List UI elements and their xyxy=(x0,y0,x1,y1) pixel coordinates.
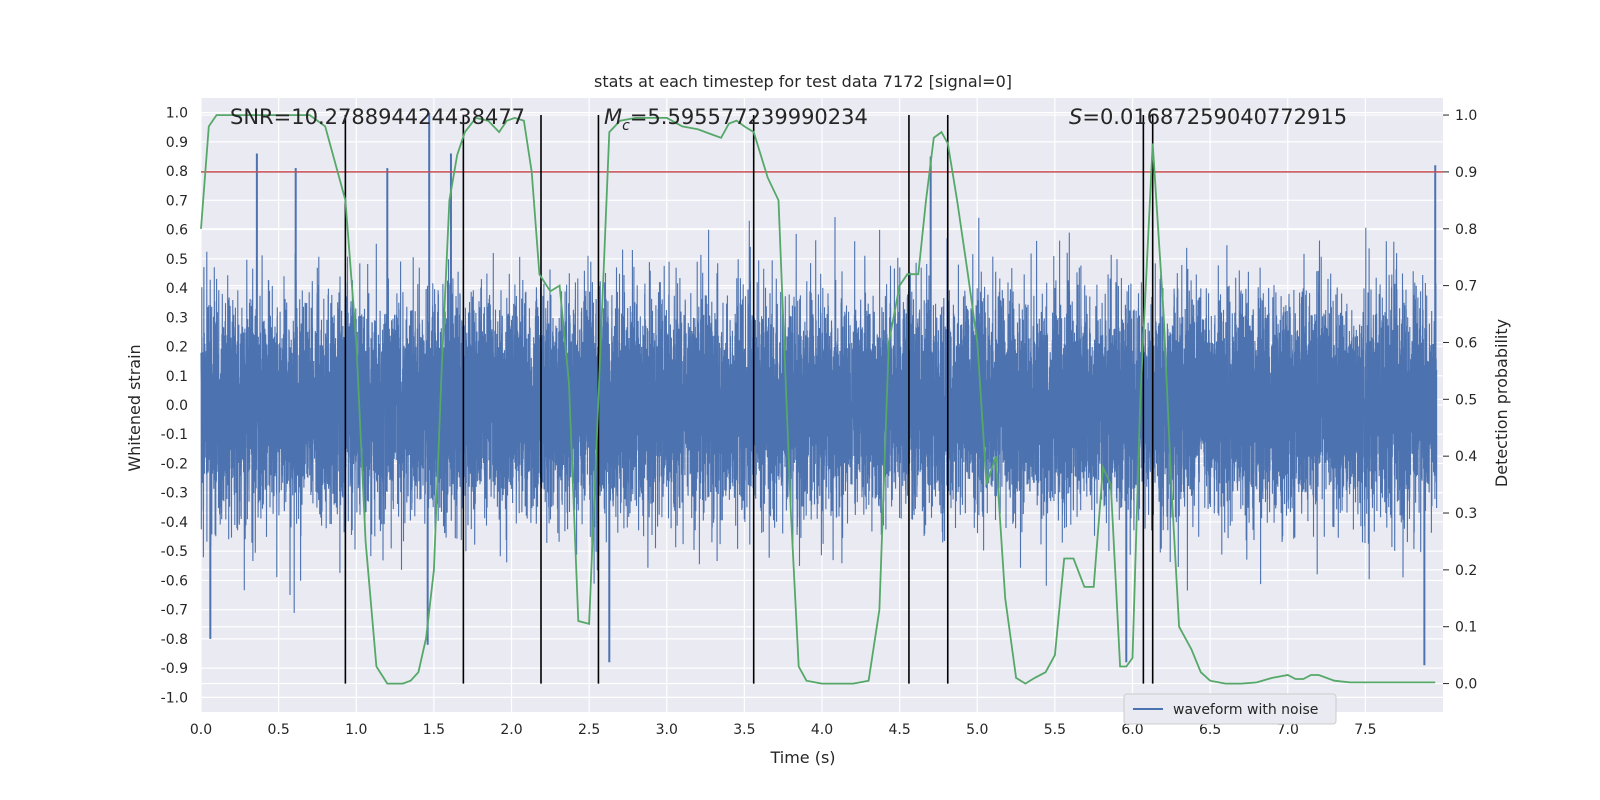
y-right-tick-label: 1.0 xyxy=(1455,108,1477,124)
mc-symbol: M xyxy=(604,105,622,129)
y-right-tick-label: 0.1 xyxy=(1455,620,1477,636)
y-left-tick-label: 0.2 xyxy=(166,340,188,356)
y-left-tick-label: 0.6 xyxy=(166,223,188,239)
legend-entry: waveform with noise xyxy=(1173,702,1318,718)
x-tick-label: 5.0 xyxy=(966,722,988,738)
y-left-ticks: -1.0 -0.9 -0.8 -0.7 -0.6 -0.5 -0.4 -0.3 -0.2 -0.1… xyxy=(161,106,188,707)
x-axis-label: Time (s) xyxy=(769,748,835,767)
y-left-tick-label: -0.5 xyxy=(161,544,188,560)
x-tick-label: 7.5 xyxy=(1354,722,1376,738)
y-right-tick-label: 0.9 xyxy=(1455,165,1477,181)
strain-line xyxy=(200,217,1438,613)
y-left-tick-label: 0.3 xyxy=(166,310,188,326)
x-tick-label: 4.5 xyxy=(888,722,910,738)
s-symbol: S xyxy=(1069,105,1082,129)
y-right-tick-label: 0.2 xyxy=(1455,563,1477,579)
y-left-tick-label: -0.4 xyxy=(161,515,188,531)
y-left-tick-label: -0.3 xyxy=(161,486,188,502)
x-tick-label: 3.0 xyxy=(656,722,678,738)
mc-subscript: c xyxy=(622,118,630,134)
x-tick-label: 6.0 xyxy=(1121,722,1143,738)
snr-annotation: SNR=10.278894424438477 xyxy=(230,105,525,129)
y-right-tick-label: 0.0 xyxy=(1455,677,1477,693)
y-right-ticks: 0.0 0.1 0.2 0.3 0.4 0.5 0.6 0.7 0.8 0.9 1.0 xyxy=(1443,108,1477,693)
y-right-tick-label: 0.4 xyxy=(1455,449,1477,465)
x-tick-label: 5.5 xyxy=(1044,722,1066,738)
x-tick-label: 1.5 xyxy=(423,722,445,738)
y-left-tick-label: -0.9 xyxy=(161,661,188,677)
y-left-tick-label: 0.5 xyxy=(166,252,188,268)
legend-box xyxy=(1123,693,1337,725)
y-left-tick-label: 0.0 xyxy=(166,398,188,414)
x-ticks: 0.0 0.5 1.0 1.5 2.0 2.5 3.0 3.5 4.0 4.5 5.0 5.5 6.0 6… xyxy=(190,722,1377,738)
x-tick-label: 1.0 xyxy=(345,722,367,738)
y-left-tick-label: -1.0 xyxy=(161,690,188,706)
y-left-tick-label: 0.4 xyxy=(166,281,188,297)
y-right-tick-label: 0.6 xyxy=(1455,335,1477,351)
y-left-tick-label: -0.6 xyxy=(161,573,188,589)
x-tick-label: 6.5 xyxy=(1199,722,1221,738)
y-left-tick-label: -0.8 xyxy=(161,632,188,648)
x-tick-label: 7.0 xyxy=(1277,722,1299,738)
y-left-tick-label: -0.2 xyxy=(161,456,188,472)
x-tick-label: 0.0 xyxy=(190,722,212,738)
mc-annotation: Mc=5.595577239990234 xyxy=(604,105,868,134)
probability-line xyxy=(200,114,1436,685)
y-left-tick-label: 0.9 xyxy=(166,135,188,151)
x-tick-label: 2.5 xyxy=(578,722,600,738)
y-right-tick-label: 0.3 xyxy=(1455,506,1477,522)
x-tick-label: 3.5 xyxy=(733,722,755,738)
x-tick-label: 0.5 xyxy=(267,722,289,738)
y-left-tick-label: -0.7 xyxy=(161,603,188,619)
mc-value: =5.595577239990234 xyxy=(630,105,868,129)
x-tick-label: 4.0 xyxy=(811,722,833,738)
y-left-tick-label: 1.0 xyxy=(166,106,188,122)
x-tick-label: 2.0 xyxy=(500,722,522,738)
y-left-tick-label: 0.8 xyxy=(166,164,188,180)
chart-title: stats at each timestep for test data 717… xyxy=(594,72,1012,91)
probability-series xyxy=(200,114,1436,685)
y-left-tick-label: -0.1 xyxy=(161,427,188,443)
s-value: =0.01687259040772915 xyxy=(1082,105,1347,129)
legend: waveform with noise xyxy=(1123,693,1337,725)
y-right-axis-label: Detection probability xyxy=(1492,319,1511,487)
y-left-axis-label: Whitened strain xyxy=(125,344,144,471)
y-right-tick-label: 0.5 xyxy=(1455,392,1477,408)
y-right-tick-label: 0.7 xyxy=(1455,279,1477,295)
s-annotation: S=0.01687259040772915 xyxy=(1069,105,1347,129)
y-left-tick-label: 0.1 xyxy=(166,369,188,385)
y-left-tick-label: 0.7 xyxy=(166,193,188,209)
y-right-tick-label: 0.8 xyxy=(1455,222,1477,238)
